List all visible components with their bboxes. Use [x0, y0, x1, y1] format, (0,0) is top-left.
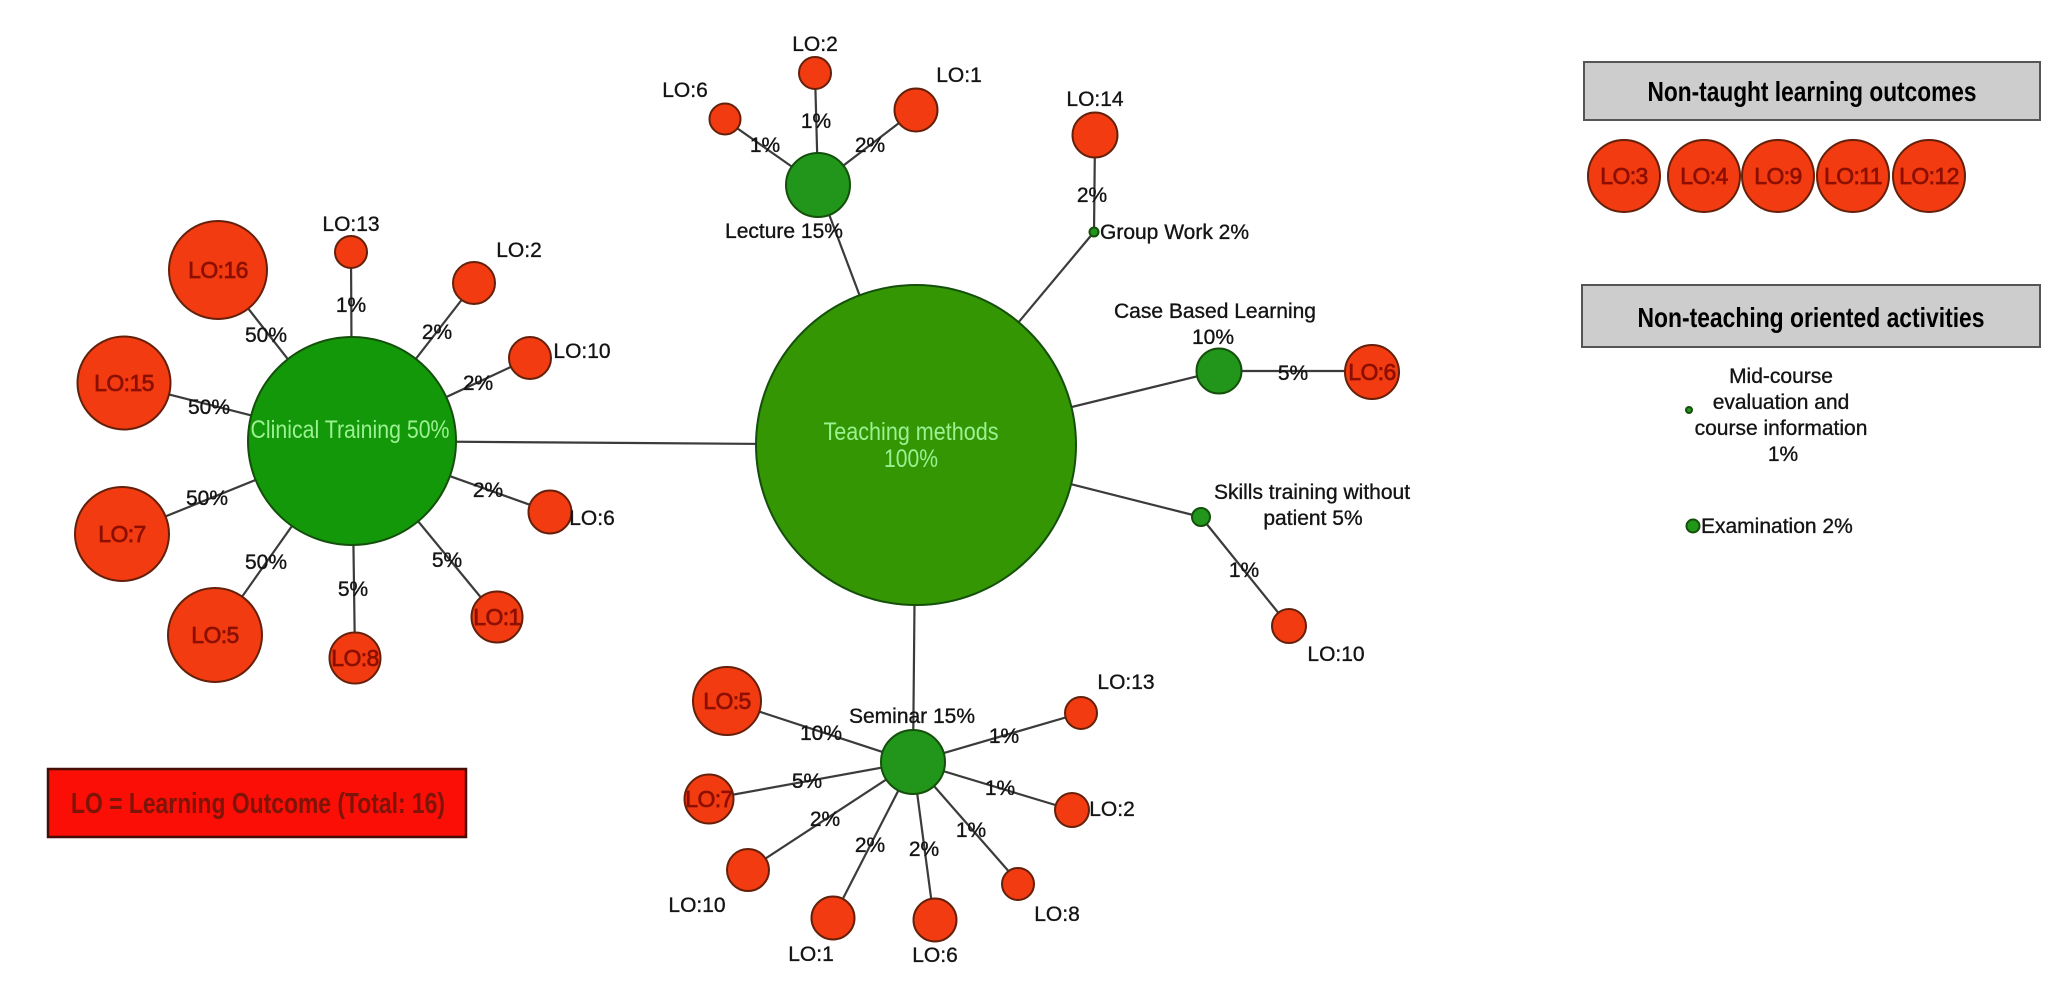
svg-text:Case Based Learning: Case Based Learning — [1114, 300, 1316, 323]
svg-text:2%: 2% — [1077, 184, 1107, 207]
svg-text:1%: 1% — [985, 777, 1015, 800]
svg-text:LO:3: LO:3 — [1600, 163, 1647, 189]
svg-text:LO:6: LO:6 — [662, 79, 708, 102]
svg-text:LO:10: LO:10 — [1307, 643, 1364, 666]
svg-text:100%: 100% — [884, 445, 938, 473]
svg-text:LO:5: LO:5 — [703, 688, 750, 714]
svg-text:LO:13: LO:13 — [1097, 671, 1154, 694]
svg-text:5%: 5% — [432, 549, 462, 572]
svg-text:LO:7: LO:7 — [98, 521, 145, 547]
svg-text:Teaching methods: Teaching methods — [824, 418, 999, 446]
svg-text:LO:1: LO:1 — [473, 604, 520, 630]
svg-text:LO:1: LO:1 — [936, 64, 982, 87]
svg-text:1%: 1% — [1768, 443, 1798, 466]
svg-text:LO:1: LO:1 — [788, 943, 834, 966]
svg-text:LO:10: LO:10 — [668, 894, 725, 917]
svg-text:50%: 50% — [186, 487, 228, 510]
svg-text:1%: 1% — [1229, 559, 1259, 582]
svg-text:Non-taught learning outcomes: Non-taught learning outcomes — [1648, 76, 1977, 107]
svg-text:2%: 2% — [473, 479, 503, 502]
svg-text:LO:12: LO:12 — [1899, 163, 1959, 189]
svg-text:evaluation and: evaluation and — [1713, 391, 1850, 414]
svg-text:LO:2: LO:2 — [496, 239, 542, 262]
svg-text:1%: 1% — [801, 110, 831, 133]
svg-text:LO:14: LO:14 — [1066, 88, 1124, 111]
svg-text:1%: 1% — [336, 294, 366, 317]
svg-text:1%: 1% — [956, 819, 986, 842]
svg-text:10%: 10% — [800, 722, 842, 745]
svg-text:LO:7: LO:7 — [685, 786, 732, 812]
svg-text:2%: 2% — [909, 838, 939, 861]
svg-text:10%: 10% — [1192, 326, 1234, 349]
svg-text:LO:16: LO:16 — [188, 257, 248, 283]
svg-text:2%: 2% — [855, 834, 885, 857]
svg-text:2%: 2% — [463, 372, 493, 395]
svg-text:patient 5%: patient 5% — [1263, 507, 1362, 530]
svg-text:50%: 50% — [245, 324, 287, 347]
svg-text:Non-teaching oriented activiti: Non-teaching oriented activities — [1638, 302, 1985, 333]
svg-text:Group Work 2%: Group Work 2% — [1100, 221, 1249, 244]
svg-text:50%: 50% — [245, 551, 287, 574]
svg-text:Examination 2%: Examination 2% — [1701, 515, 1853, 538]
svg-text:LO:11: LO:11 — [1824, 163, 1882, 189]
svg-text:LO:2: LO:2 — [1089, 798, 1135, 821]
svg-text:LO:4: LO:4 — [1680, 163, 1728, 189]
svg-text:Lecture 15%: Lecture 15% — [725, 220, 843, 243]
svg-text:2%: 2% — [422, 321, 452, 344]
svg-text:LO:8: LO:8 — [1034, 903, 1080, 926]
svg-text:1%: 1% — [989, 725, 1019, 748]
svg-text:Seminar 15%: Seminar 15% — [849, 705, 975, 728]
svg-text:2%: 2% — [855, 134, 885, 157]
svg-text:course information: course information — [1695, 417, 1868, 440]
svg-text:LO:6: LO:6 — [1348, 359, 1395, 385]
svg-text:LO:6: LO:6 — [569, 507, 615, 530]
svg-text:Clinical Training 50%: Clinical Training 50% — [251, 416, 450, 444]
svg-text:Skills training without: Skills training without — [1214, 481, 1410, 504]
svg-text:LO:2: LO:2 — [792, 33, 838, 56]
svg-text:LO:8: LO:8 — [331, 645, 378, 671]
svg-text:LO:9: LO:9 — [1754, 163, 1801, 189]
svg-text:Mid-course: Mid-course — [1729, 365, 1833, 388]
svg-text:2%: 2% — [810, 808, 840, 831]
svg-text:LO:5: LO:5 — [191, 622, 238, 648]
svg-text:50%: 50% — [188, 396, 230, 419]
svg-text:1%: 1% — [750, 134, 780, 157]
svg-text:LO:6: LO:6 — [912, 944, 958, 967]
svg-text:LO:15: LO:15 — [94, 370, 154, 396]
svg-text:5%: 5% — [792, 770, 822, 793]
svg-text:5%: 5% — [1278, 362, 1308, 385]
svg-text:5%: 5% — [338, 578, 368, 601]
svg-text:LO:10: LO:10 — [553, 340, 610, 363]
svg-text:LO = Learning Outcome (Total:: LO = Learning Outcome (Total: 16) — [71, 788, 445, 820]
svg-text:LO:13: LO:13 — [322, 213, 379, 236]
